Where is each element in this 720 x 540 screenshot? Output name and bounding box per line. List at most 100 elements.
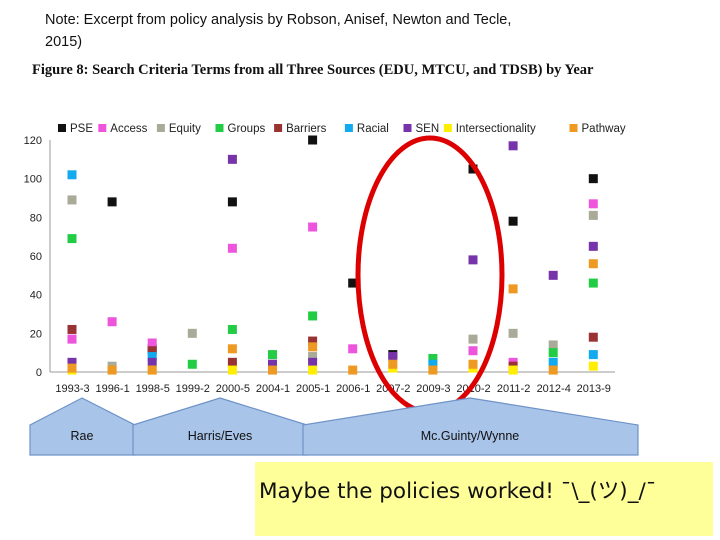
x-tick-label: 2012-4 <box>537 383 571 395</box>
data-point <box>308 365 318 375</box>
legend-label: Barriers <box>286 123 327 135</box>
figure-title: Figure 8: Search Criteria Terms from all… <box>32 62 594 78</box>
legend-swatch <box>344 124 353 132</box>
data-point <box>388 359 398 369</box>
data-point <box>187 359 197 369</box>
legend-swatch <box>215 124 224 132</box>
data-point <box>227 324 237 334</box>
legend-swatch <box>403 124 412 132</box>
data-point <box>548 365 558 375</box>
data-point <box>227 154 237 164</box>
data-point <box>548 270 558 280</box>
era-arrow-label: Rae <box>71 429 94 443</box>
legend-swatch <box>156 124 165 132</box>
y-tick-label: 60 <box>30 251 42 263</box>
data-point <box>348 365 358 375</box>
era-arrow-label: Harris/Eves <box>188 429 253 443</box>
data-point <box>147 352 157 362</box>
data-point <box>548 348 558 358</box>
data-point <box>308 357 318 367</box>
legend-label: Equity <box>169 123 201 135</box>
data-point <box>107 197 117 207</box>
data-point <box>588 259 598 269</box>
data-point <box>308 222 318 232</box>
legend-label: Groups <box>228 123 266 135</box>
data-point <box>468 255 478 265</box>
x-tick-label: 1993-3 <box>55 383 89 395</box>
data-point <box>308 336 318 346</box>
data-point <box>227 197 237 207</box>
citation-note: Note: Excerpt from policy analysis by Ro… <box>45 12 512 50</box>
data-point <box>67 334 77 344</box>
data-point <box>588 199 598 209</box>
data-point <box>107 365 117 375</box>
data-point <box>268 365 277 375</box>
data-point <box>67 170 77 180</box>
legend-label: Racial <box>357 123 389 135</box>
y-tick-label: 20 <box>30 328 42 340</box>
x-tick-label: 1996-1 <box>95 383 129 395</box>
data-point <box>227 344 237 354</box>
data-point <box>308 342 318 352</box>
y-tick-label: 40 <box>30 290 42 302</box>
data-point <box>67 234 77 244</box>
x-tick-label: 2013-9 <box>577 383 611 395</box>
caption-callout: Maybe the policies worked! ¯\_(ツ)_/¯ <box>255 462 713 536</box>
data-point <box>428 353 438 363</box>
legend-swatch <box>58 124 66 132</box>
y-tick-label: 80 <box>30 212 42 224</box>
data-point <box>588 210 598 220</box>
data-point <box>67 357 77 367</box>
x-tick-label: 2004-1 <box>256 383 290 395</box>
legend-label: Pathway <box>582 123 626 135</box>
data-point <box>588 241 598 251</box>
data-point <box>67 195 77 205</box>
legend-swatch <box>274 124 283 132</box>
era-arrow <box>132 397 308 456</box>
data-point <box>468 346 478 356</box>
data-point <box>268 359 277 369</box>
legend-label: SEN <box>416 123 440 135</box>
x-tick-label: 2011-2 <box>497 383 530 395</box>
data-point <box>428 365 438 375</box>
data-point <box>428 359 438 369</box>
data-point <box>67 363 77 373</box>
data-point <box>147 365 157 375</box>
policy-era-arrows: Rae Harris/Eves Mc.Guinty/Wynne <box>29 397 639 456</box>
chart-svg: 0 20 40 60 80 100 120 1993-3 1996-1 1998-5 1999-2 2… <box>24 123 626 415</box>
x-tick-label: 1999-2 <box>176 383 210 395</box>
data-point <box>147 346 157 356</box>
data-point <box>268 350 277 360</box>
x-tick-label: 2000-5 <box>216 383 250 395</box>
data-point <box>508 216 518 226</box>
data-point <box>588 350 598 360</box>
data-point <box>508 328 518 338</box>
data-point <box>588 278 598 288</box>
data-point <box>588 174 598 184</box>
y-tick-label: 100 <box>24 174 42 186</box>
data-point <box>147 338 157 348</box>
data-point <box>588 361 598 371</box>
data-point <box>468 359 478 369</box>
data-point <box>187 328 197 338</box>
legend-swatch <box>98 124 107 132</box>
data-point <box>508 365 518 375</box>
x-tick-label: 2006-1 <box>336 383 370 395</box>
data-point <box>588 332 598 342</box>
data-point <box>107 317 117 327</box>
data-point <box>388 352 398 362</box>
data-point <box>308 311 318 321</box>
data-point <box>348 344 358 354</box>
data-point <box>147 357 157 367</box>
data-point <box>508 141 518 151</box>
legend-label: Access <box>110 123 147 135</box>
data-point <box>227 365 237 375</box>
legend-label: PSE <box>70 123 93 135</box>
data-point <box>227 357 237 367</box>
data-point <box>548 357 558 367</box>
data-point <box>508 284 518 294</box>
data-point <box>227 243 237 253</box>
data-point <box>548 340 558 350</box>
data-point <box>67 324 77 334</box>
scatter-chart: 0 20 40 60 80 100 120 1993-3 1996-1 1998-5 1999-2 2… <box>0 110 720 415</box>
